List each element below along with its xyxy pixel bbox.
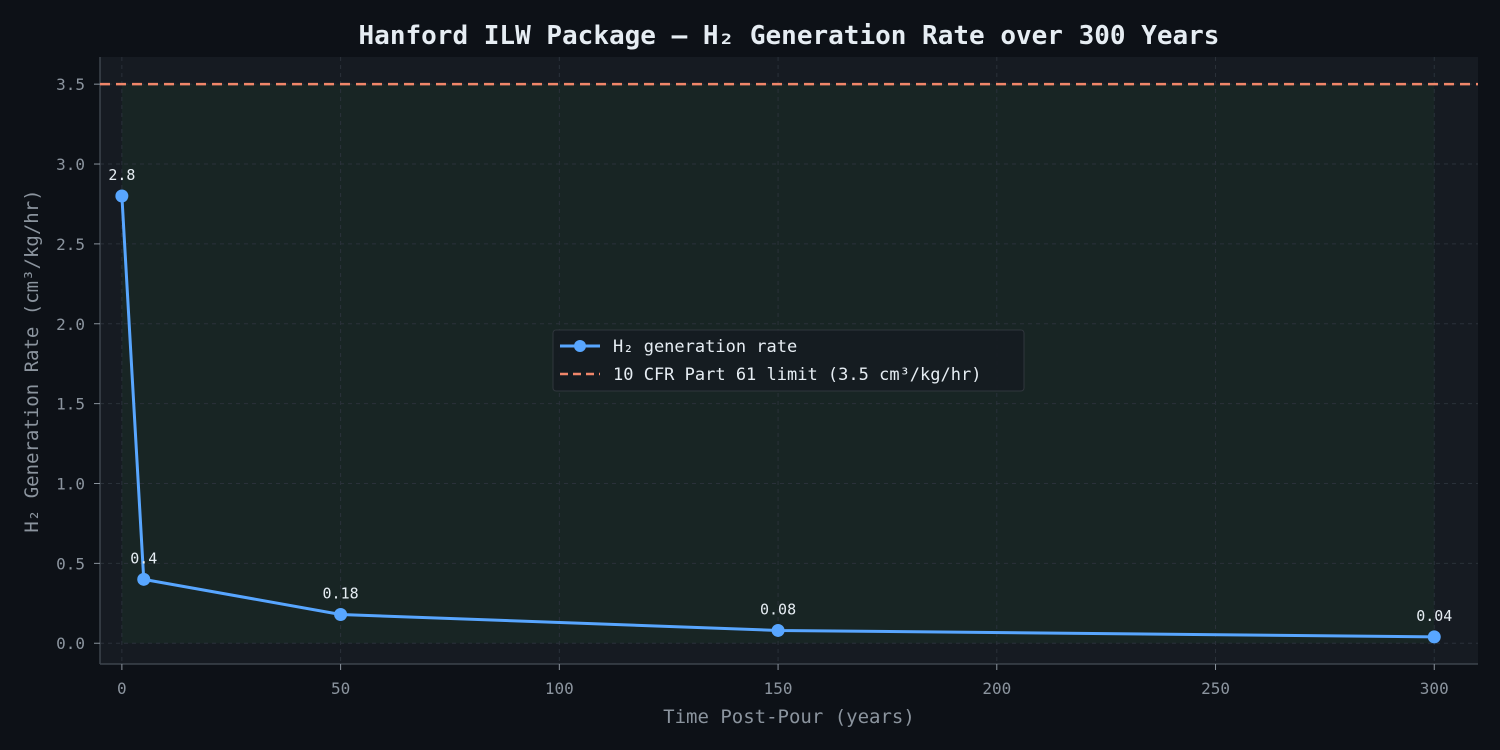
legend-box (552, 329, 1025, 392)
data-label: 0.08 (760, 600, 796, 618)
data-label: 2.8 (108, 166, 135, 184)
y-tick-label: 2.0 (56, 315, 85, 334)
y-tick-label: 0.5 (56, 554, 85, 573)
data-label: 0.18 (323, 584, 359, 602)
legend-label-h2-rate: H₂ generation rate (613, 337, 797, 357)
h2-rate-point (137, 572, 151, 586)
x-tick-label: 250 (1201, 679, 1230, 698)
x-tick-label: 300 (1420, 679, 1449, 698)
axes: 0 50 100 150 200 250 300 0.0 0.5 1.0 1.5 2.0 2.5 3.0 3… (56, 57, 1478, 698)
x-axis-title: Time Post-Pour (years) (663, 706, 915, 728)
data-label: 0.04 (1416, 607, 1452, 625)
h2-rate-point (334, 607, 348, 621)
y-tick-label: 0.0 (56, 634, 85, 653)
chart-title: Hanford ILW Package — H₂ Generation Rate… (359, 21, 1220, 51)
y-axis-title: H₂ Generation Rate (cm³/kg/hr) (21, 189, 43, 532)
series-layer (115, 189, 1441, 644)
y-tick-label: 1.0 (56, 474, 85, 493)
y-tick-label: 3.5 (56, 75, 85, 94)
y-tick-label: 2.5 (56, 235, 85, 254)
y-tick-label: 1.5 (56, 395, 85, 414)
h2-rate-point (115, 189, 129, 203)
data-labels-layer: 2.8 0.4 0.18 0.08 0.04 (108, 166, 1452, 625)
x-tick-label: 0 (117, 679, 127, 698)
x-tick-label: 100 (545, 679, 574, 698)
x-tick-label: 150 (764, 679, 793, 698)
h2-rate-point (1427, 630, 1441, 644)
legend-marker-h2-rate (574, 340, 586, 352)
legend-label-cfr-limit: 10 CFR Part 61 limit (3.5 cm³/kg/hr) (613, 365, 981, 385)
x-tick-label: 200 (982, 679, 1011, 698)
y-tick-label: 3.0 (56, 155, 85, 174)
data-label: 0.4 (130, 549, 157, 567)
h2-rate-point (771, 623, 785, 637)
x-tick-label: 50 (331, 679, 350, 698)
legend: H₂ generation rate 10 CFR Part 61 limit … (552, 329, 1025, 392)
